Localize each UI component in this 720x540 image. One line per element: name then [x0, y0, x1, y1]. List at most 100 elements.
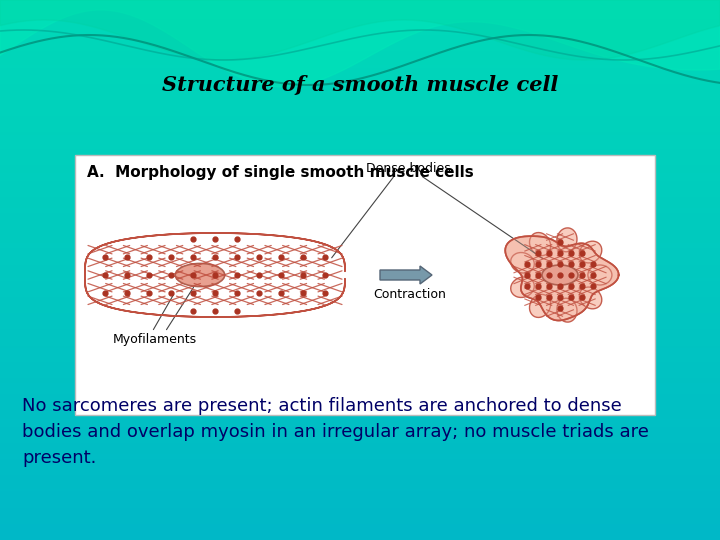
- Bar: [0, 345, 720, 348]
- Bar: [0, 69, 720, 73]
- Bar: [0, 118, 720, 122]
- Bar: [0, 45, 720, 49]
- Bar: [0, 461, 720, 464]
- Bar: [0, 237, 720, 240]
- Bar: [0, 393, 720, 397]
- Ellipse shape: [175, 264, 225, 287]
- Bar: [0, 88, 720, 92]
- Bar: [0, 21, 720, 24]
- Bar: [0, 428, 720, 432]
- Bar: [0, 353, 720, 356]
- Ellipse shape: [529, 294, 551, 318]
- Bar: [0, 323, 720, 327]
- Bar: [0, 455, 720, 459]
- Bar: [0, 31, 720, 35]
- Bar: [0, 409, 720, 413]
- Bar: [0, 196, 720, 200]
- Bar: [0, 507, 720, 510]
- Ellipse shape: [557, 298, 577, 322]
- Bar: [0, 485, 720, 489]
- Bar: [75, 155, 655, 415]
- Bar: [0, 193, 720, 197]
- Bar: [0, 139, 720, 143]
- Bar: [0, 380, 720, 383]
- Bar: [0, 361, 720, 365]
- Bar: [0, 326, 720, 329]
- Bar: [0, 401, 720, 405]
- Bar: [0, 288, 720, 292]
- Bar: [0, 442, 720, 446]
- Bar: [0, 245, 720, 248]
- Bar: [0, 474, 720, 478]
- Bar: [0, 226, 720, 230]
- Bar: [0, 153, 720, 157]
- Bar: [0, 471, 720, 475]
- Bar: [0, 490, 720, 494]
- Bar: [0, 369, 720, 373]
- Bar: [0, 77, 720, 81]
- Bar: [0, 426, 720, 429]
- Bar: [0, 531, 720, 535]
- Bar: [0, 26, 720, 30]
- Bar: [0, 504, 720, 508]
- Bar: [0, 115, 720, 119]
- Polygon shape: [505, 236, 618, 320]
- Bar: [0, 328, 720, 332]
- Ellipse shape: [510, 253, 534, 273]
- Bar: [0, 93, 720, 97]
- Bar: [0, 23, 720, 27]
- Bar: [0, 536, 720, 540]
- Bar: [0, 250, 720, 254]
- Text: Myofilaments: Myofilaments: [113, 334, 197, 347]
- Bar: [0, 126, 720, 130]
- Bar: [0, 399, 720, 402]
- Bar: [0, 180, 720, 184]
- Bar: [0, 420, 720, 424]
- Bar: [0, 469, 720, 472]
- Bar: [0, 4, 720, 8]
- Bar: [0, 512, 720, 516]
- Bar: [0, 34, 720, 38]
- Bar: [0, 137, 720, 140]
- Bar: [0, 342, 720, 346]
- Polygon shape: [85, 233, 345, 317]
- Bar: [0, 264, 720, 267]
- Bar: [0, 334, 720, 338]
- Bar: [0, 18, 720, 22]
- Bar: [0, 482, 720, 486]
- Bar: [0, 91, 720, 94]
- Bar: [0, 509, 720, 513]
- Bar: [0, 339, 720, 343]
- Text: A.  Morphology of single smooth muscle cells: A. Morphology of single smooth muscle ce…: [87, 165, 474, 180]
- Bar: [0, 166, 720, 170]
- Bar: [0, 185, 720, 189]
- Bar: [0, 107, 720, 111]
- Bar: [0, 372, 720, 375]
- Bar: [0, 304, 720, 308]
- Bar: [0, 29, 720, 32]
- Bar: [0, 291, 720, 294]
- Bar: [0, 234, 720, 238]
- Bar: [0, 415, 720, 419]
- Bar: [0, 37, 720, 40]
- Bar: [0, 377, 720, 381]
- Bar: [0, 75, 720, 78]
- Bar: [0, 53, 720, 57]
- Bar: [0, 453, 720, 456]
- Bar: [0, 188, 720, 192]
- Bar: [0, 134, 720, 138]
- Bar: [0, 331, 720, 335]
- Bar: [0, 374, 720, 378]
- Bar: [0, 201, 720, 205]
- Bar: [0, 528, 720, 532]
- Bar: [0, 129, 720, 132]
- Bar: [0, 412, 720, 416]
- Bar: [0, 358, 720, 362]
- Bar: [0, 285, 720, 289]
- Bar: [0, 247, 720, 251]
- Bar: [0, 161, 720, 165]
- Bar: [0, 466, 720, 470]
- Ellipse shape: [542, 265, 578, 285]
- Bar: [0, 104, 720, 108]
- Bar: [0, 183, 720, 186]
